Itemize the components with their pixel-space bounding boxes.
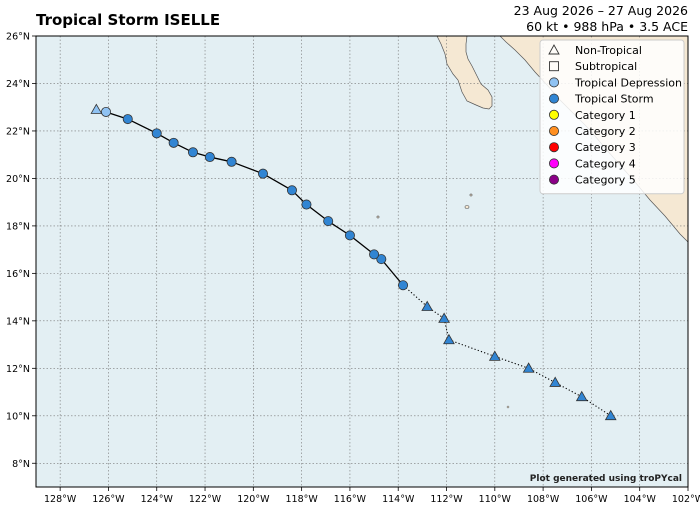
track-point-non-tropical <box>488 350 501 361</box>
track-point <box>101 106 112 117</box>
track-point <box>151 128 162 139</box>
legend-marker-triangle <box>548 44 560 55</box>
lat-tick-label: 24°N <box>6 79 30 90</box>
legend-marker-circle <box>549 77 560 88</box>
legend-marker-circle <box>549 93 560 104</box>
lat-tick-label: 16°N <box>6 269 30 280</box>
track-point-non-tropical <box>522 362 535 373</box>
lat-tick-label: 22°N <box>6 126 30 137</box>
track-point <box>168 137 179 148</box>
lat-tick-label: 10°N <box>6 411 30 422</box>
track-point-non-tropical <box>575 390 588 402</box>
legend-label: Category 2 <box>575 125 636 138</box>
track-segment <box>349 234 375 255</box>
legend-marker-circle <box>549 109 560 120</box>
lat-tick-label: 18°N <box>6 221 30 232</box>
track-point <box>323 216 334 227</box>
legend-marker-circle <box>549 126 560 137</box>
track-point <box>376 254 387 265</box>
track-point <box>204 152 215 163</box>
legend-marker-square <box>549 61 559 72</box>
track-point <box>257 168 268 179</box>
track-point-non-tropical <box>421 300 434 311</box>
lon-tick-label: 118°W <box>285 494 318 505</box>
lon-tick-label: 114°W <box>382 494 415 505</box>
island <box>376 215 380 219</box>
track-point <box>301 199 312 210</box>
track-point <box>369 249 380 260</box>
track-point-non-tropical <box>90 103 103 114</box>
storm-stats: 60 kt • 988 hPa • 3.5 ACE <box>526 19 688 34</box>
lon-tick-label: 126°W <box>92 494 125 505</box>
lat-tick-label: 8°N <box>12 459 30 470</box>
legend-label: Subtropical <box>575 60 637 73</box>
track-points <box>90 103 617 421</box>
lon-tick-label: 120°W <box>237 494 270 505</box>
island <box>469 193 473 197</box>
legend-label: Category 3 <box>575 141 636 154</box>
lon-tick-label: 110°W <box>479 494 512 505</box>
baja-california-land <box>436 36 493 110</box>
lon-tick-label: 116°W <box>334 494 367 505</box>
legend-marker-circle <box>549 158 560 169</box>
lon-tick-label: 124°W <box>141 494 174 505</box>
legend-label: Non-Tropical <box>575 44 642 57</box>
credit-text: Plot generated using troPYcal <box>530 474 682 484</box>
legend-label: Category 5 <box>575 174 636 187</box>
legend-label: Category 4 <box>575 157 636 170</box>
track-point <box>398 280 409 291</box>
lon-tick-label: 106°W <box>575 494 608 505</box>
lon-tick-label: 112°W <box>430 494 463 505</box>
plot-frame <box>35 35 689 488</box>
track-point-non-tropical <box>604 409 617 421</box>
legend-label: Tropical Storm <box>574 93 654 106</box>
legend: Non-Tropical Subtropical Tropical Depressi… <box>539 39 685 195</box>
track-segment <box>581 396 612 417</box>
graticule <box>36 35 689 487</box>
lon-tick-label: 128°W <box>44 494 77 505</box>
lat-tick-label: 26°N <box>6 32 30 43</box>
track-segment <box>127 118 158 134</box>
legend-marker-circle <box>549 142 560 153</box>
legend-box <box>539 39 685 195</box>
track-segment <box>231 161 264 175</box>
latitude-ticks: 8°N 10°N 12°N 14°N 16°N 18°N 20°N 22°N 24°N 26°N <box>6 32 36 470</box>
island <box>464 205 470 209</box>
legend-marker-circle <box>549 174 560 185</box>
track-point <box>286 185 297 196</box>
lon-tick-label: 104°W <box>624 494 657 505</box>
track-point-non-tropical <box>438 312 450 323</box>
track-point <box>187 147 198 158</box>
storm-summary: 23 Aug 2026 – 27 Aug 2026 60 kt • 988 hP… <box>514 3 688 35</box>
track-point <box>226 156 237 167</box>
lat-tick-label: 12°N <box>6 364 30 375</box>
map-title: Tropical Storm ISELLE <box>36 11 221 29</box>
lat-tick-label: 14°N <box>6 316 30 327</box>
island <box>506 405 510 409</box>
lon-tick-label: 108°W <box>527 494 560 505</box>
legend-label: Category 1 <box>575 109 636 122</box>
track-segment <box>448 339 496 357</box>
track-point-non-tropical <box>549 376 562 387</box>
track-point <box>122 114 133 125</box>
track-segment <box>494 355 529 369</box>
track-point <box>344 230 355 241</box>
track-point-non-tropical <box>443 333 455 345</box>
track-segment <box>380 258 404 286</box>
longitude-ticks: 128°W 126°W 124°W 122°W 120°W 118°W 116°W 114°W… <box>44 487 700 505</box>
track-segment <box>262 173 293 191</box>
lon-tick-label: 122°W <box>189 494 222 505</box>
lon-tick-label: 102°W <box>672 494 700 505</box>
lat-tick-label: 20°N <box>6 174 30 185</box>
date-range: 23 Aug 2026 – 27 Aug 2026 <box>513 3 688 18</box>
legend-label: Tropical Depression <box>574 76 682 89</box>
